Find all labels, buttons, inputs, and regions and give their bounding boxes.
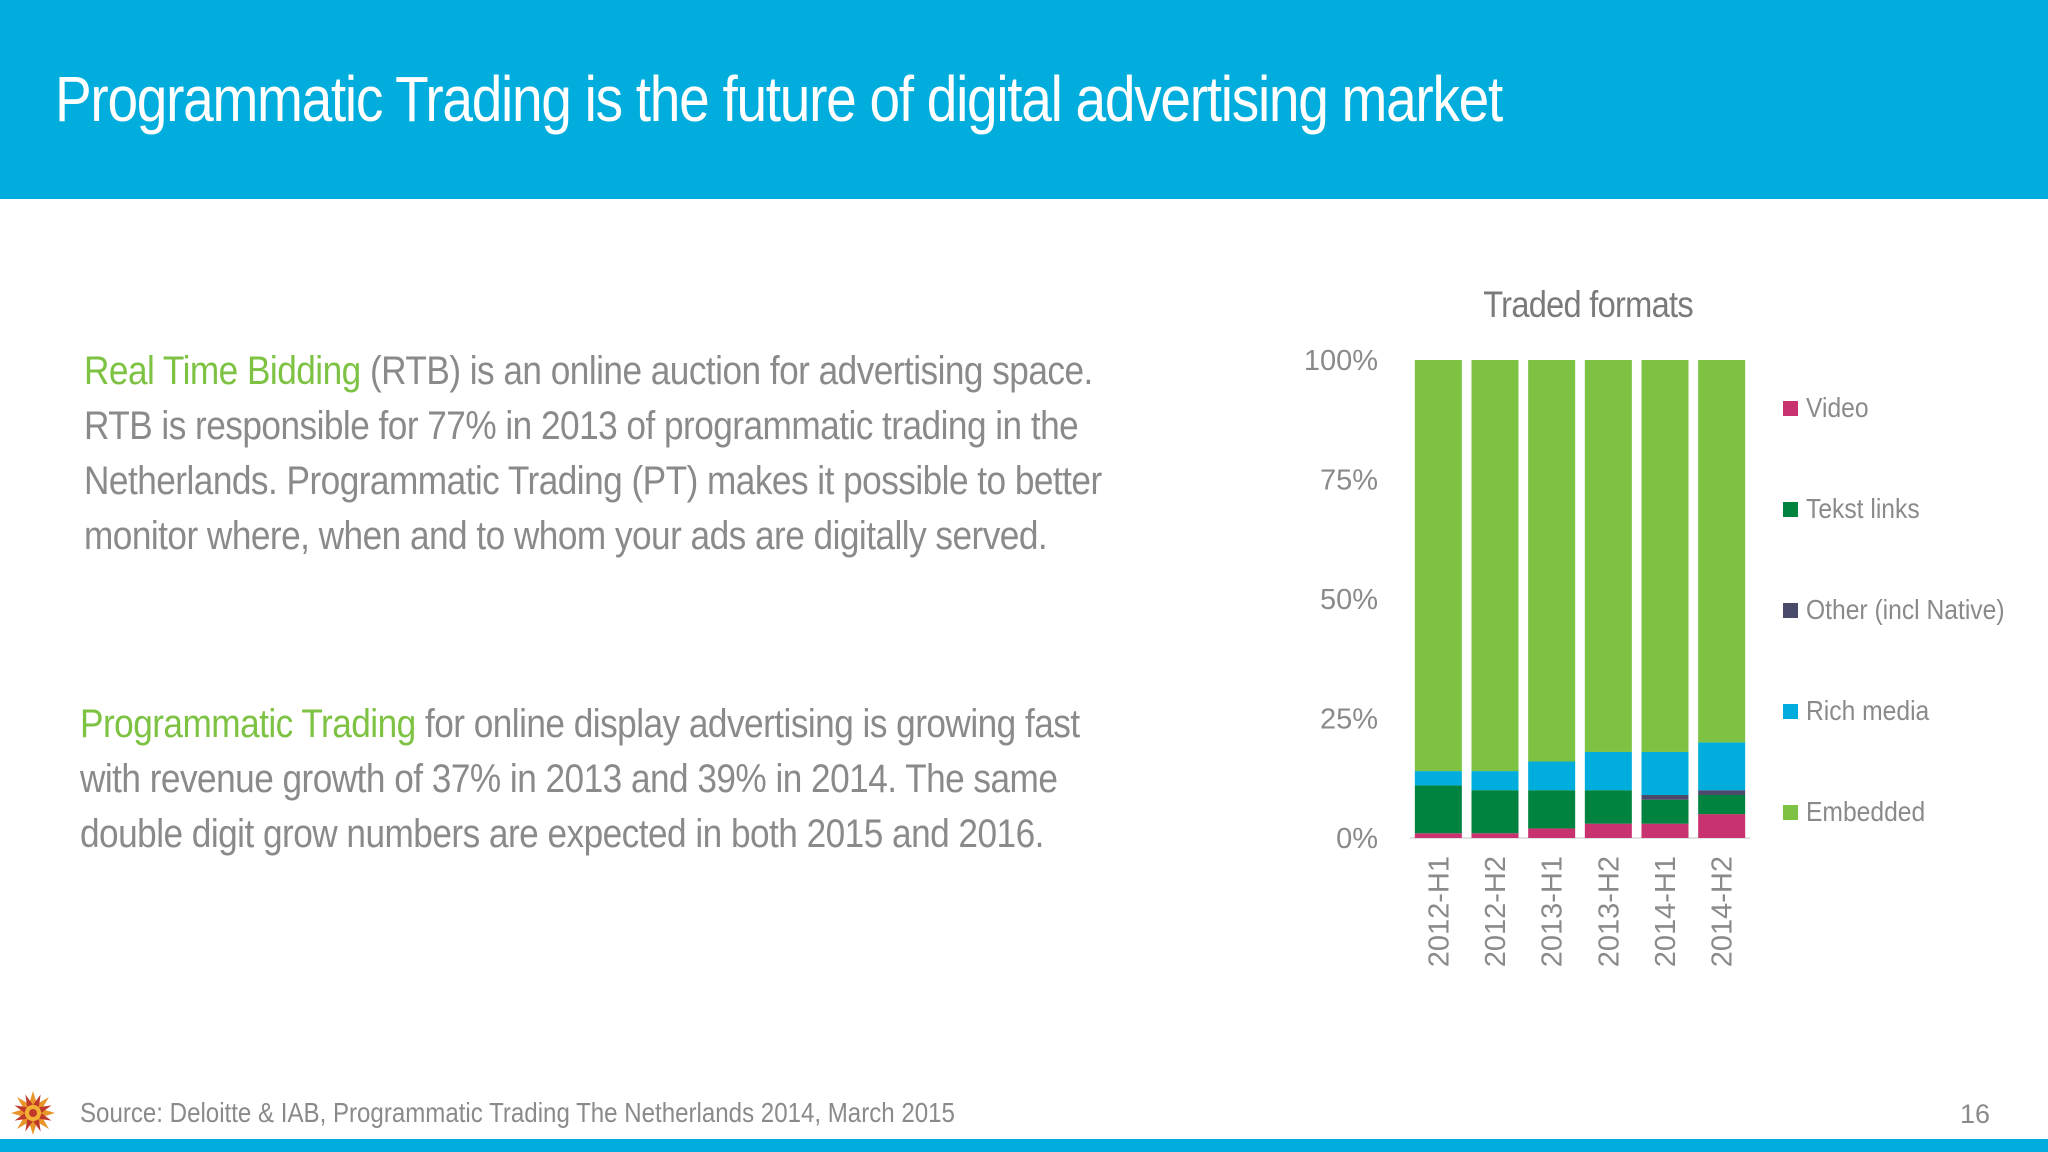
sun-logo-icon	[11, 1091, 55, 1135]
pt-paragraph: Programmatic Trading for online display …	[80, 697, 1080, 862]
bar-segment	[1584, 823, 1632, 838]
x-tick-label: 2014-H2	[1707, 856, 1739, 967]
y-tick-label: 75%	[1320, 465, 1378, 497]
bar-segment	[1698, 794, 1746, 815]
bar-segment	[1698, 790, 1746, 795]
bar-segment	[1414, 360, 1462, 772]
legend-item: Tekst links	[1783, 489, 1935, 529]
pt-line-2: with revenue growth of 37% in 2013 and 3…	[80, 757, 1058, 801]
bar-segment	[1641, 823, 1689, 838]
x-tick-label: 2013-H1	[1537, 856, 1569, 967]
legend-label: Video	[1806, 392, 1869, 423]
x-tick-label: 2013-H2	[1593, 856, 1625, 967]
pt-line-3: double digit grow numbers are expected i…	[80, 812, 1044, 856]
bar-segment	[1414, 833, 1462, 838]
bar-segment	[1641, 799, 1689, 824]
pt-line-1-rest: for online display advertising is growin…	[415, 702, 1080, 746]
bar-segment	[1528, 360, 1576, 762]
bottom-bar	[0, 1139, 2048, 1152]
page-number: 16	[1959, 1099, 1990, 1129]
rtb-line-4: monitor where, when and to whom your ads…	[84, 514, 1048, 558]
bar-segment	[1528, 790, 1576, 829]
y-tick-label: 25%	[1320, 704, 1378, 736]
bar-segment	[1584, 360, 1632, 752]
source-note: Source: Deloitte & IAB, Programmatic Tra…	[80, 1097, 955, 1128]
bar-segment	[1528, 761, 1576, 791]
rtb-line-2: RTB is responsible for 77% in 2013 of pr…	[84, 404, 1079, 448]
bar-segment	[1471, 833, 1519, 838]
legend-label: Other (incl Native)	[1806, 594, 2005, 625]
x-tick-label: 2014-H1	[1650, 856, 1682, 967]
chart-title: Traded formats	[1483, 284, 1693, 325]
legend-item: Other (incl Native)	[1783, 590, 2032, 630]
legend-label: Tekst links	[1806, 493, 1920, 524]
bar-segment	[1414, 771, 1462, 786]
y-tick-label: 0%	[1336, 823, 1378, 855]
bar-segment	[1641, 794, 1689, 800]
rtb-line-1-rest: (RTB) is an online auction for advertisi…	[360, 349, 1093, 393]
legend-swatch	[1783, 602, 1798, 618]
legend-label: Embedded	[1806, 796, 1926, 827]
bar-segment	[1471, 790, 1519, 834]
bar-segment	[1471, 771, 1519, 791]
legend-swatch	[1783, 400, 1798, 416]
title-banner: Programmatic Trading is the future of di…	[0, 0, 2048, 199]
legend-item: Video	[1783, 388, 1877, 428]
bar-segment	[1641, 751, 1689, 795]
slide-title: Programmatic Trading is the future of di…	[55, 63, 1503, 135]
bar-segment	[1414, 785, 1462, 834]
bar-segment	[1698, 360, 1746, 743]
chart-legend: Video Tekst links Other (incl Native) Rich …	[1783, 388, 2023, 828]
x-tick-label: 2012-H2	[1480, 856, 1512, 967]
legend-swatch	[1783, 703, 1798, 719]
bar-segment	[1698, 742, 1746, 791]
bar-segment	[1584, 790, 1632, 824]
legend-item: Embedded	[1783, 792, 1941, 832]
x-tick-label: 2012-H1	[1423, 856, 1455, 967]
legend-swatch	[1783, 804, 1798, 820]
legend-item: Rich media	[1783, 691, 1946, 731]
rtb-paragraph: Real Time Bidding (RTB) is an online auc…	[84, 344, 1102, 564]
bar-segment	[1471, 360, 1519, 772]
bar-segment	[1528, 828, 1576, 838]
rtb-line-3: Netherlands. Programmatic Trading (PT) m…	[84, 459, 1102, 503]
bar-segment	[1584, 751, 1632, 791]
bar-segment	[1698, 814, 1746, 838]
rtb-highlight: Real Time Bidding	[84, 349, 361, 393]
legend-label: Rich media	[1806, 695, 1930, 726]
bar-segment	[1641, 360, 1689, 752]
pt-highlight: Programmatic Trading	[80, 702, 416, 746]
legend-swatch	[1783, 501, 1798, 517]
y-tick-label: 50%	[1320, 584, 1378, 616]
y-tick-label: 100%	[1304, 345, 1378, 377]
